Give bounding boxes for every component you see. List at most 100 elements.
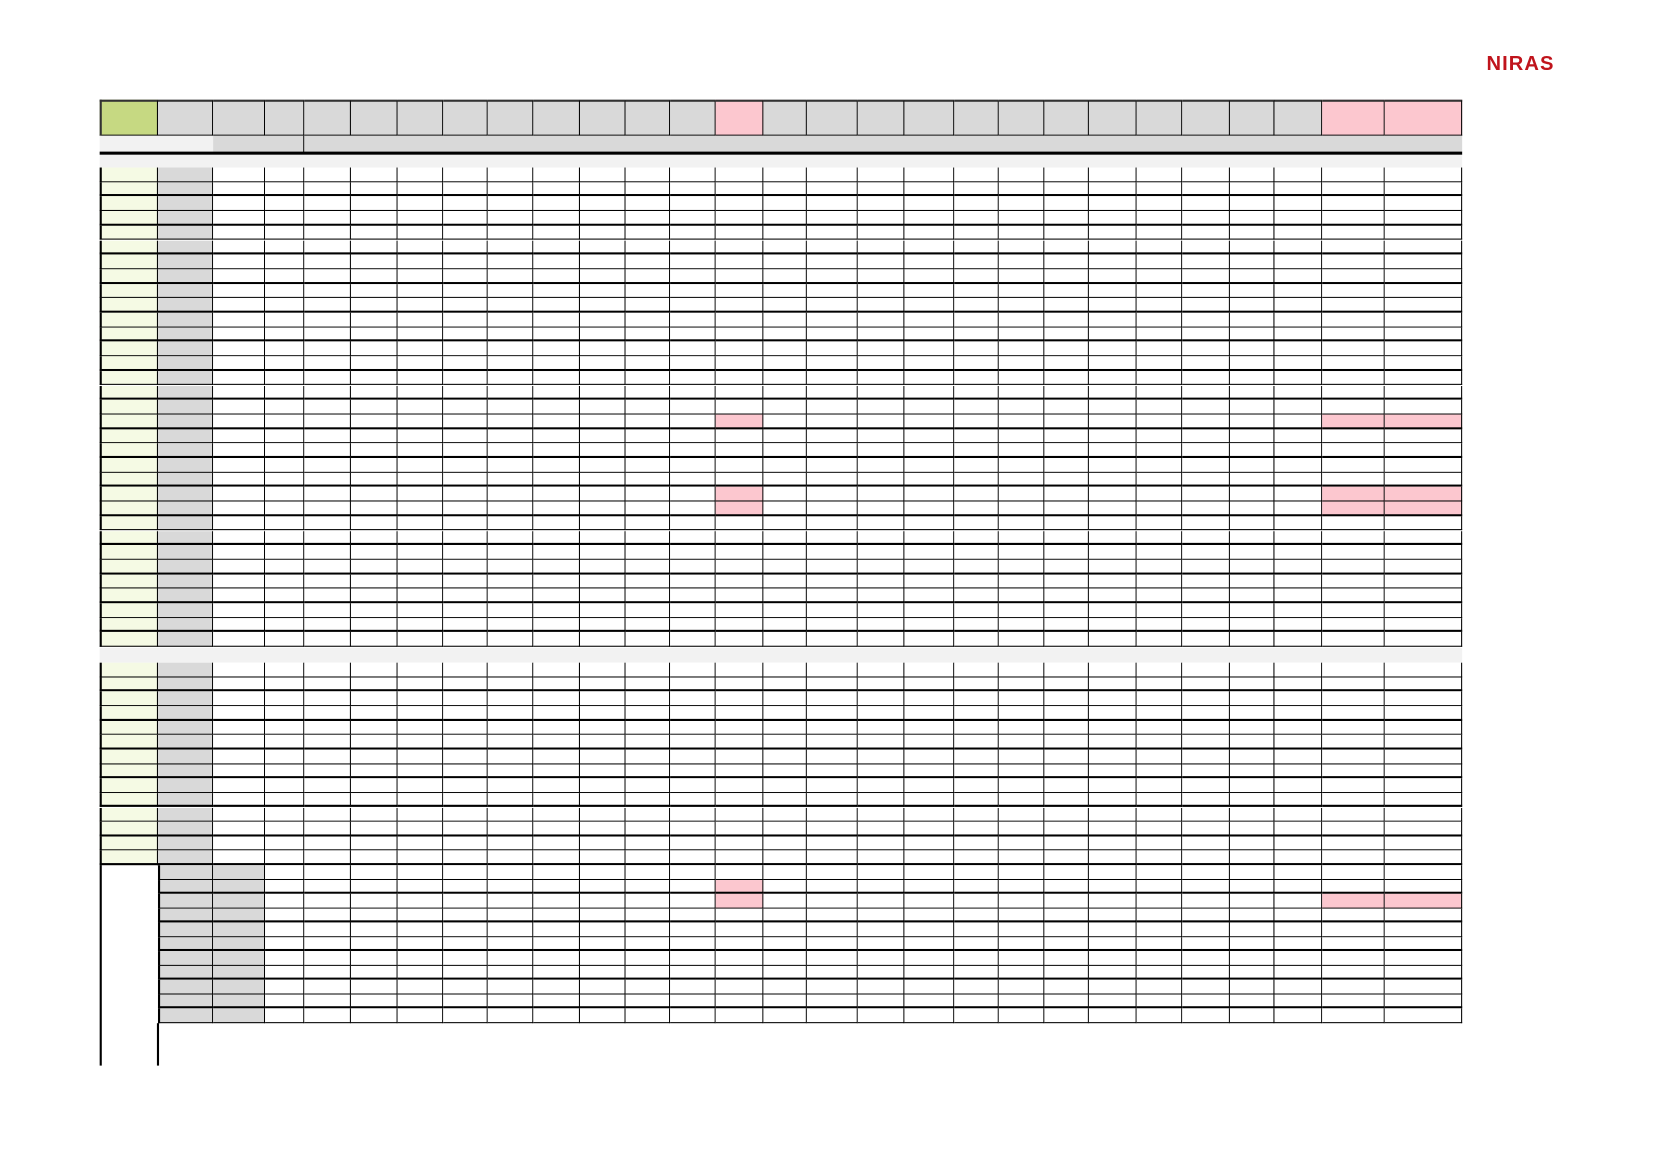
grid-cell[interactable] <box>954 428 999 444</box>
grid-cell[interactable] <box>806 1008 858 1023</box>
grid-cell[interactable] <box>1044 225 1089 241</box>
grid-cell[interactable] <box>213 850 266 866</box>
grid-cell[interactable] <box>1044 472 1089 488</box>
grid-cell[interactable] <box>904 979 955 995</box>
grid-cell[interactable] <box>350 763 398 779</box>
grid-cell[interactable] <box>1182 182 1230 197</box>
grid-cell[interactable] <box>213 922 266 937</box>
grid-cell[interactable] <box>998 385 1045 400</box>
grid-cell[interactable] <box>1044 778 1089 793</box>
grid-cell[interactable] <box>213 327 266 342</box>
grid-cell[interactable] <box>715 662 764 678</box>
grid-cell[interactable] <box>806 749 858 764</box>
grid-cell[interactable] <box>350 501 398 517</box>
grid-cell[interactable] <box>1322 603 1385 618</box>
grid-cell[interactable] <box>1182 850 1230 866</box>
grid-cell[interactable] <box>213 807 266 822</box>
grid-cell[interactable] <box>1274 662 1323 678</box>
grid-cell[interactable] <box>954 327 999 342</box>
grid-cell[interactable] <box>1274 501 1323 517</box>
grid-cell[interactable] <box>763 472 807 488</box>
grid-cell[interactable] <box>904 807 955 822</box>
grid-cell[interactable] <box>265 706 305 721</box>
grid-cell[interactable] <box>954 994 999 1009</box>
grid-cell[interactable] <box>904 632 955 647</box>
grid-cell[interactable] <box>1322 501 1385 517</box>
grid-cell[interactable] <box>998 951 1045 966</box>
grid-cell[interactable] <box>1274 167 1323 183</box>
grid-cell[interactable] <box>397 893 444 909</box>
grid-cell[interactable] <box>1229 167 1275 183</box>
grid-cell[interactable] <box>763 196 807 212</box>
grid-cell[interactable] <box>1088 879 1137 894</box>
grid-cell[interactable] <box>1136 807 1183 822</box>
grid-cell[interactable] <box>1088 443 1137 459</box>
grid-cell[interactable] <box>670 720 716 736</box>
grid-cell[interactable] <box>99 414 158 429</box>
grid-cell[interactable] <box>763 965 807 980</box>
grid-cell[interactable] <box>350 327 398 342</box>
grid-cell[interactable] <box>1182 356 1230 371</box>
grid-cell[interactable] <box>904 298 955 313</box>
grid-cell[interactable] <box>1384 763 1463 779</box>
grid-cell[interactable] <box>806 994 858 1009</box>
grid-cell[interactable] <box>806 240 858 255</box>
grid-cell[interactable] <box>397 472 444 488</box>
grid-cell[interactable] <box>304 370 351 386</box>
grid-cell[interactable] <box>763 356 807 371</box>
grid-cell[interactable] <box>579 893 626 909</box>
grid-cell[interactable] <box>1229 298 1275 313</box>
grid-cell[interactable] <box>625 893 671 909</box>
grid-cell[interactable] <box>1322 341 1385 357</box>
grid-cell[interactable] <box>806 370 858 386</box>
grid-cell[interactable] <box>1384 399 1463 415</box>
header-cell[interactable] <box>579 99 626 136</box>
grid-cell[interactable] <box>1229 735 1275 750</box>
grid-cell[interactable] <box>670 706 716 721</box>
grid-cell[interactable] <box>1136 341 1183 357</box>
grid-cell[interactable] <box>157 865 214 880</box>
grid-cell[interactable] <box>1384 879 1463 894</box>
grid-cell[interactable] <box>1044 501 1089 517</box>
grid-cell[interactable] <box>954 936 999 952</box>
header-cell[interactable] <box>904 99 955 136</box>
grid-cell[interactable] <box>1136 965 1183 980</box>
grid-cell[interactable] <box>1274 370 1323 386</box>
grid-cell[interactable] <box>904 225 955 241</box>
grid-cell[interactable] <box>857 691 905 707</box>
grid-cell[interactable] <box>304 965 351 980</box>
grid-cell[interactable] <box>350 908 398 923</box>
grid-cell[interactable] <box>579 763 626 779</box>
grid-cell[interactable] <box>397 1008 444 1023</box>
grid-cell[interactable] <box>763 951 807 966</box>
header-cell[interactable] <box>1088 99 1137 136</box>
grid-cell[interactable] <box>1182 691 1230 707</box>
grid-cell[interactable] <box>579 487 626 502</box>
grid-cell[interactable] <box>1044 545 1089 560</box>
grid-cell[interactable] <box>857 807 905 822</box>
grid-cell[interactable] <box>1136 254 1183 270</box>
grid-cell[interactable] <box>350 414 398 429</box>
grid-cell[interactable] <box>213 908 266 923</box>
grid-cell[interactable] <box>213 414 266 429</box>
grid-cell[interactable] <box>443 472 488 488</box>
grid-cell[interactable] <box>715 428 764 444</box>
grid-cell[interactable] <box>670 850 716 866</box>
grid-cell[interactable] <box>1182 922 1230 937</box>
grid-cell[interactable] <box>1384 735 1463 750</box>
grid-cell[interactable] <box>954 691 999 707</box>
grid-cell[interactable] <box>213 167 266 183</box>
grid-cell[interactable] <box>625 559 671 575</box>
grid-cell[interactable] <box>304 936 351 952</box>
grid-cell[interactable] <box>579 735 626 750</box>
grid-cell[interactable] <box>763 559 807 575</box>
grid-cell[interactable] <box>579 196 626 212</box>
grid-cell[interactable] <box>715 807 764 822</box>
grid-cell[interactable] <box>265 1008 305 1023</box>
grid-cell[interactable] <box>763 603 807 618</box>
grid-cell[interactable] <box>715 951 764 966</box>
grid-cell[interactable] <box>763 778 807 793</box>
grid-cell[interactable] <box>625 677 671 692</box>
grid-cell[interactable] <box>857 908 905 923</box>
grid-cell[interactable] <box>1136 516 1183 531</box>
